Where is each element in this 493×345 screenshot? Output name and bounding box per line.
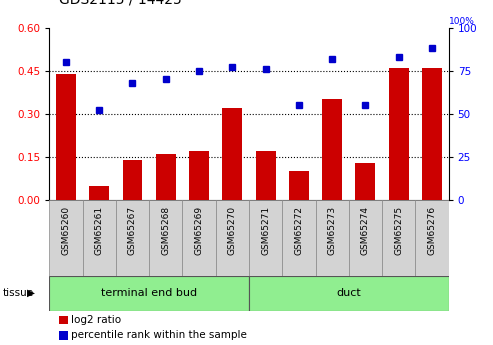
Bar — [282, 200, 316, 276]
Bar — [182, 200, 215, 276]
Text: GSM65268: GSM65268 — [161, 206, 170, 255]
Text: GDS2115 / 14425: GDS2115 / 14425 — [59, 0, 182, 7]
Bar — [415, 200, 449, 276]
Bar — [249, 200, 282, 276]
Text: GSM65261: GSM65261 — [95, 206, 104, 255]
Bar — [255, 151, 276, 200]
Text: GSM65260: GSM65260 — [62, 206, 70, 255]
Bar — [355, 163, 375, 200]
Text: duct: duct — [336, 288, 361, 298]
Bar — [83, 200, 116, 276]
Text: GSM65274: GSM65274 — [361, 206, 370, 255]
Bar — [222, 108, 242, 200]
Bar — [189, 151, 209, 200]
Bar — [289, 171, 309, 200]
Text: GSM65273: GSM65273 — [328, 206, 337, 255]
Text: GSM65272: GSM65272 — [294, 206, 303, 255]
Text: GSM65270: GSM65270 — [228, 206, 237, 255]
Bar — [322, 99, 342, 200]
Bar — [388, 68, 409, 200]
Bar — [422, 68, 442, 200]
Text: percentile rank within the sample: percentile rank within the sample — [71, 331, 247, 340]
Bar — [382, 200, 415, 276]
Text: tissue: tissue — [2, 288, 34, 298]
Bar — [122, 160, 142, 200]
Bar — [316, 200, 349, 276]
Text: GSM65269: GSM65269 — [195, 206, 204, 255]
Bar — [249, 276, 449, 310]
Bar — [349, 200, 382, 276]
Text: log2 ratio: log2 ratio — [71, 315, 122, 325]
Bar — [89, 186, 109, 200]
Bar — [116, 200, 149, 276]
Text: GSM65267: GSM65267 — [128, 206, 137, 255]
Text: terminal end bud: terminal end bud — [101, 288, 197, 298]
Bar — [49, 200, 82, 276]
Text: GSM65275: GSM65275 — [394, 206, 403, 255]
Text: 100%: 100% — [449, 17, 474, 26]
Bar — [149, 200, 182, 276]
Bar — [49, 276, 249, 310]
Bar — [156, 154, 176, 200]
Text: GSM65276: GSM65276 — [427, 206, 436, 255]
Bar — [56, 73, 76, 200]
Bar — [215, 200, 249, 276]
Text: ▶: ▶ — [27, 288, 35, 298]
Text: GSM65271: GSM65271 — [261, 206, 270, 255]
